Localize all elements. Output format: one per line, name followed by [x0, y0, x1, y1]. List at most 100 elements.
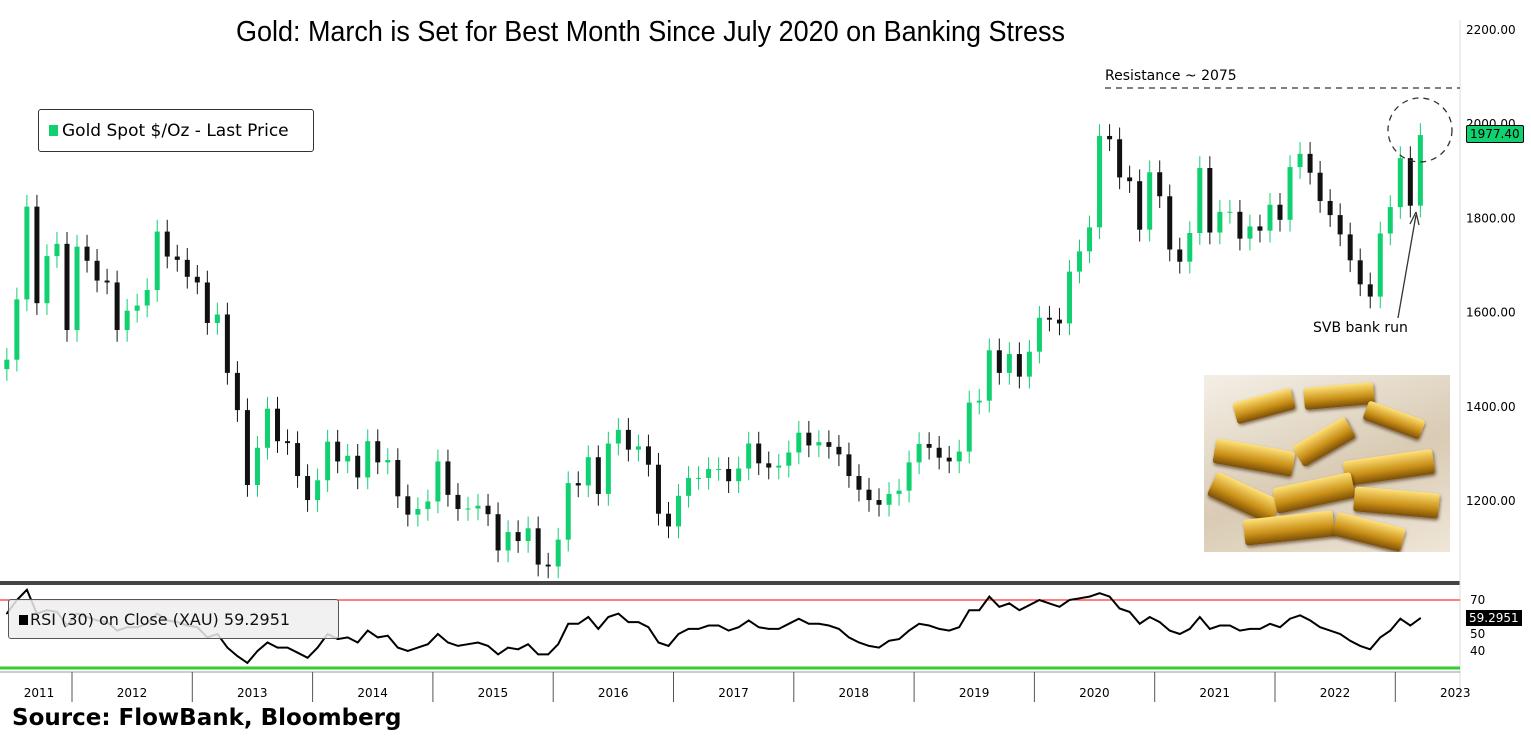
candle-body	[996, 350, 1002, 373]
candle-body	[796, 432, 802, 453]
candle-body	[264, 408, 270, 448]
candle-body	[615, 429, 621, 444]
rsi-point	[1058, 606, 1061, 608]
rsi-point	[1209, 628, 1211, 630]
rsi-point	[727, 629, 730, 632]
rsi-point	[637, 621, 640, 623]
rsi-point	[1379, 636, 1382, 639]
rsi-point	[437, 633, 439, 635]
rsi-point	[1349, 640, 1351, 642]
candle-body	[275, 408, 281, 442]
y-tick-label: 1600.00	[1466, 306, 1516, 320]
candle-body	[696, 477, 702, 479]
candle-body	[756, 443, 762, 464]
rsi-point	[1289, 617, 1291, 620]
rsi-point	[697, 628, 700, 630]
candle-body	[204, 282, 210, 323]
x-tick-label: 2021	[1199, 686, 1230, 700]
rsi-point	[597, 628, 600, 630]
rsi-point	[737, 626, 740, 628]
candle-body	[435, 461, 441, 502]
rsi-point	[1279, 626, 1281, 628]
candle-body	[625, 429, 631, 450]
candle-body	[325, 441, 331, 481]
candle-body	[906, 462, 912, 491]
candle-body	[1157, 172, 1163, 197]
candle-body	[605, 443, 611, 494]
candle-body	[184, 259, 190, 277]
candle-body	[1417, 135, 1423, 206]
candle-body	[565, 483, 571, 540]
rsi-point	[1339, 633, 1341, 635]
rsi-point	[747, 619, 750, 622]
rsi-point	[567, 623, 570, 625]
candle-body	[154, 231, 160, 290]
candle-body	[686, 477, 692, 496]
candle-body	[896, 490, 902, 494]
y-tick-label: 1800.00	[1466, 211, 1516, 225]
candle-body	[716, 468, 722, 470]
candle-body	[455, 494, 461, 510]
candle-body	[655, 464, 661, 514]
rsi-point	[1078, 597, 1081, 600]
candle-body	[746, 443, 752, 469]
rsi-point	[427, 643, 429, 645]
candle-body	[1277, 204, 1283, 220]
rsi-point	[1118, 607, 1121, 610]
last-rsi-tag: 59.2951	[1466, 610, 1522, 626]
rsi-point	[717, 624, 720, 627]
rsi-point	[547, 653, 549, 656]
candle-body	[1097, 135, 1103, 228]
candle-body	[395, 460, 401, 497]
price-legend: Gold Spot $/Oz - Last Price	[38, 109, 314, 152]
rsi-tick-label: 70	[1470, 593, 1485, 607]
svb-label: SVB bank run	[1313, 320, 1408, 336]
rsi-point	[888, 640, 890, 642]
rsi-point	[577, 623, 580, 625]
rsi-swatch-icon	[19, 615, 28, 625]
candle-body	[425, 501, 431, 510]
candle-body	[24, 206, 30, 300]
rsi-point	[527, 643, 529, 645]
rsi-point	[908, 629, 910, 632]
last-price-tag: 1977.40	[1466, 125, 1524, 143]
candle-body	[936, 447, 942, 458]
resistance-label: Resistance ~ 2075	[1105, 68, 1237, 84]
svb-arrow	[1397, 214, 1417, 319]
rsi-point	[617, 612, 620, 615]
rsi-tick-label: 50	[1470, 627, 1485, 641]
rsi-point	[407, 650, 409, 652]
rsi-point	[1399, 617, 1402, 620]
rsi-point	[1409, 624, 1412, 627]
candle-body	[515, 532, 521, 542]
candle-body	[826, 442, 832, 447]
rsi-point	[457, 645, 459, 647]
candle-body	[114, 282, 120, 331]
rsi-point	[266, 641, 269, 644]
rsi-point	[1108, 595, 1111, 598]
rsi-point	[316, 646, 319, 649]
rsi-point	[657, 641, 660, 644]
rsi-point	[246, 662, 249, 664]
x-tick-label: 2023	[1440, 686, 1471, 700]
y-tick-label: 1200.00	[1466, 494, 1516, 508]
candle-body	[285, 441, 291, 444]
rsi-point	[1018, 609, 1021, 611]
x-tick-label: 2020	[1079, 686, 1110, 700]
candle-body	[1217, 211, 1223, 233]
candle-body	[194, 276, 200, 283]
candle-body	[254, 447, 260, 485]
rsi-point	[948, 629, 950, 632]
rsi-point	[276, 646, 279, 649]
candle-body	[676, 495, 682, 527]
candle-body	[375, 441, 381, 463]
candle-body	[856, 476, 862, 490]
rsi-point	[1028, 604, 1031, 606]
rsi-point	[306, 657, 309, 659]
rsi-point	[346, 636, 349, 639]
rsi-point	[958, 626, 961, 628]
candle-body	[1107, 135, 1113, 140]
x-tick-label: 2016	[598, 686, 629, 700]
candle-body	[355, 455, 361, 478]
